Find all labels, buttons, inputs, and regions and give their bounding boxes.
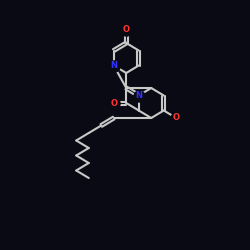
Text: O: O [173,114,180,122]
Text: O: O [123,26,130,35]
Text: N: N [135,91,142,100]
Text: N: N [110,61,117,70]
Text: O: O [110,98,117,108]
